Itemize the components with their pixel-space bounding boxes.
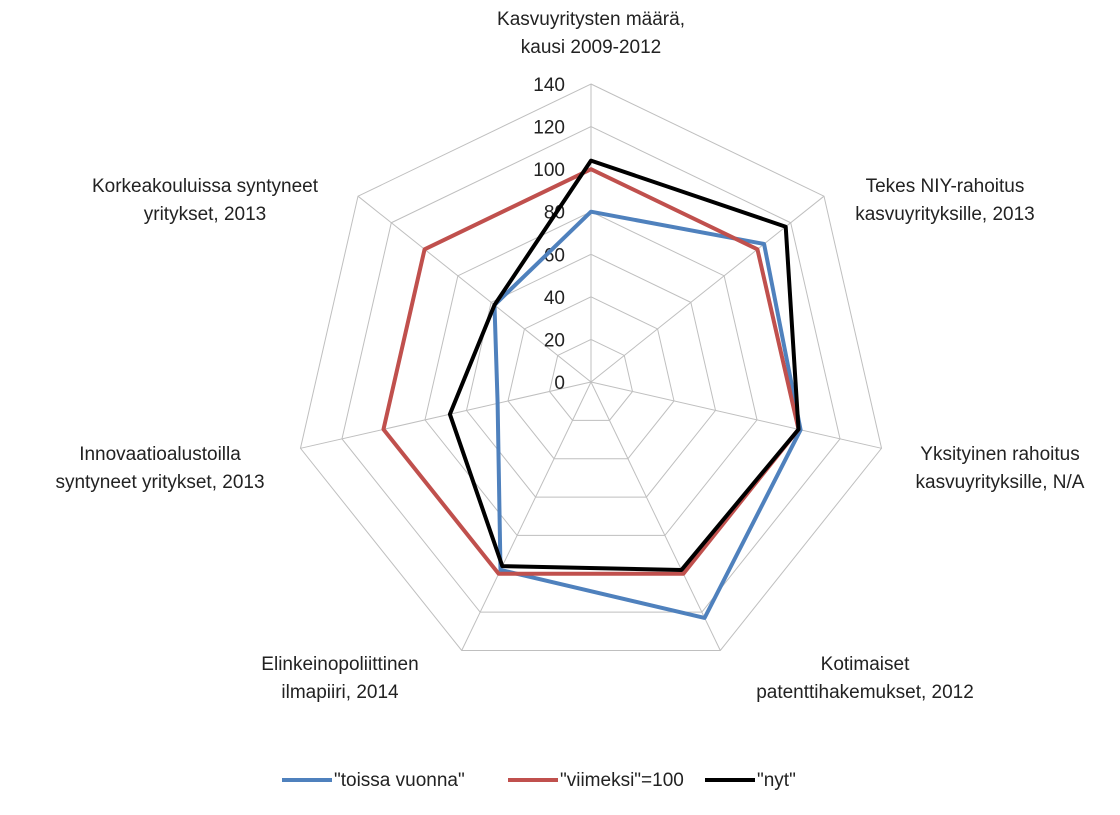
category-label: ilmapiiri, 2014 [281, 682, 399, 703]
grid-line [341, 126, 841, 613]
legend-label: "nyt" [757, 770, 796, 791]
category-label: Korkeakouluissa syntyneet [92, 176, 319, 197]
category-label: patenttihakemukset, 2012 [756, 682, 974, 703]
category-label: Kasvuyritysten määrä, [497, 9, 685, 30]
tick-label: 0 [554, 373, 565, 394]
spoke [590, 381, 721, 651]
spoke [300, 381, 592, 449]
grid-line [548, 338, 634, 421]
grid-line [424, 211, 758, 536]
tick-label: 120 [533, 118, 565, 139]
category-label: Yksityinen rahoitus [920, 444, 1079, 465]
category-label: Innovaatioalustoilla [79, 444, 241, 465]
series-line [492, 209, 803, 620]
tick-label: 20 [544, 330, 565, 351]
category-label: kasvuyrityksille, 2013 [855, 204, 1035, 225]
spoke [461, 381, 592, 651]
legend-label: "toissa vuonna" [334, 770, 465, 791]
series-line [447, 158, 801, 572]
tick-label: 140 [533, 75, 565, 96]
grid-line [299, 83, 883, 651]
category-label: kausi 2009-2012 [521, 37, 662, 58]
category-label: syntyneet yritykset, 2013 [55, 472, 264, 493]
spoke [590, 381, 882, 449]
category-label: Elinkeinopoliittinen [261, 654, 418, 675]
category-label: Tekes NIY-rahoitus [866, 176, 1025, 197]
category-label: kasvuyrityksille, N/A [916, 472, 1085, 493]
legend-label: "viimeksi"=100 [560, 770, 684, 791]
tick-label: 100 [533, 160, 565, 181]
spoke [357, 195, 592, 383]
grid-line [507, 296, 675, 460]
series-line [381, 167, 801, 576]
category-label: yritykset, 2013 [144, 204, 267, 225]
category-label: Kotimaiset [821, 654, 910, 675]
tick-label: 40 [544, 288, 565, 309]
